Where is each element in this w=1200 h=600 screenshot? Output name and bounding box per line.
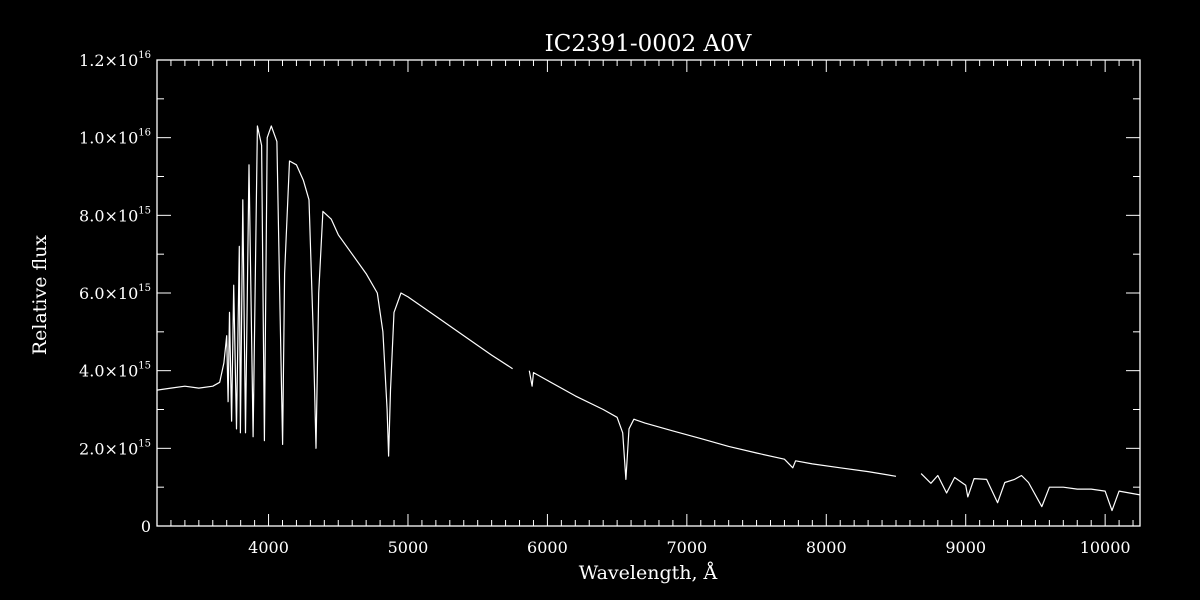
x-tick-label: 10000 bbox=[1080, 538, 1131, 557]
spectrum-segment bbox=[920, 473, 1141, 512]
x-tick-label: 9000 bbox=[945, 538, 986, 557]
spectrum-series bbox=[156, 125, 1141, 512]
y-tick-label: 1.2×1016 bbox=[79, 50, 151, 70]
x-tick-label: 6000 bbox=[527, 538, 568, 557]
x-tick-label: 5000 bbox=[388, 538, 429, 557]
y-tick-label: 8.0×1015 bbox=[79, 205, 151, 225]
x-tick-label: 8000 bbox=[806, 538, 847, 557]
spectrum-segment bbox=[156, 125, 513, 457]
spectrum-segment bbox=[528, 370, 897, 480]
axis-ticks bbox=[156, 59, 1140, 527]
y-tick-label: 6.0×1015 bbox=[79, 283, 151, 303]
y-tick-label: 2.0×1015 bbox=[79, 438, 151, 458]
chart-title: IC2391-0002 A0V bbox=[545, 31, 752, 57]
x-tick-label: 4000 bbox=[248, 538, 289, 557]
x-axis-label: Wavelength, Å bbox=[579, 562, 718, 584]
y-axis-label: Relative flux bbox=[29, 235, 51, 356]
y-tick-label: 4.0×1015 bbox=[79, 361, 151, 381]
y-tick-label: 0 bbox=[141, 517, 151, 536]
y-tick-label: 1.0×1016 bbox=[79, 128, 151, 148]
x-tick-label: 7000 bbox=[666, 538, 707, 557]
axis-tick-labels: 4000 5000 6000 7000 8000 9000 10000 0 2.0×1015 4.… bbox=[79, 50, 1131, 557]
